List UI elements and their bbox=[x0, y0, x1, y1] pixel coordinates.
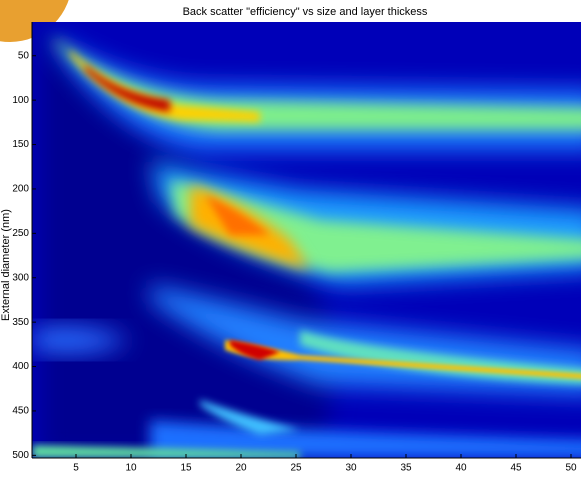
x-tick-label: 25 bbox=[290, 463, 302, 474]
y-tick-label: 100 bbox=[12, 95, 29, 106]
x-tick-label: 40 bbox=[455, 463, 467, 474]
y-tick-label: 150 bbox=[12, 139, 29, 150]
y-tick-label: 50 bbox=[18, 50, 30, 61]
x-tick-label: 50 bbox=[565, 463, 577, 474]
y-tick-label: 450 bbox=[12, 406, 29, 417]
y-tick-label: 300 bbox=[12, 272, 29, 283]
x-tick-label: 20 bbox=[235, 463, 247, 474]
y-axis-title: External diameter (nm) bbox=[0, 209, 12, 321]
x-tick-label: 15 bbox=[180, 463, 192, 474]
y-tick-label: 200 bbox=[12, 184, 29, 195]
chart-title: Back scatter "efficiency" vs size and la… bbox=[183, 6, 428, 18]
x-tick-label: 10 bbox=[125, 463, 137, 474]
x-tick-label: 45 bbox=[510, 463, 522, 474]
y-tick-label: 500 bbox=[12, 450, 29, 461]
y-tick-label: 400 bbox=[12, 361, 29, 372]
corner-decoration bbox=[0, 0, 69, 42]
x-tick-label: 5 bbox=[73, 463, 79, 474]
y-tick-label: 250 bbox=[12, 228, 29, 239]
x-tick-label: 35 bbox=[400, 463, 412, 474]
y-tick-label: 350 bbox=[12, 317, 29, 328]
x-tick-label: 30 bbox=[345, 463, 357, 474]
heatmap-image bbox=[32, 22, 581, 458]
